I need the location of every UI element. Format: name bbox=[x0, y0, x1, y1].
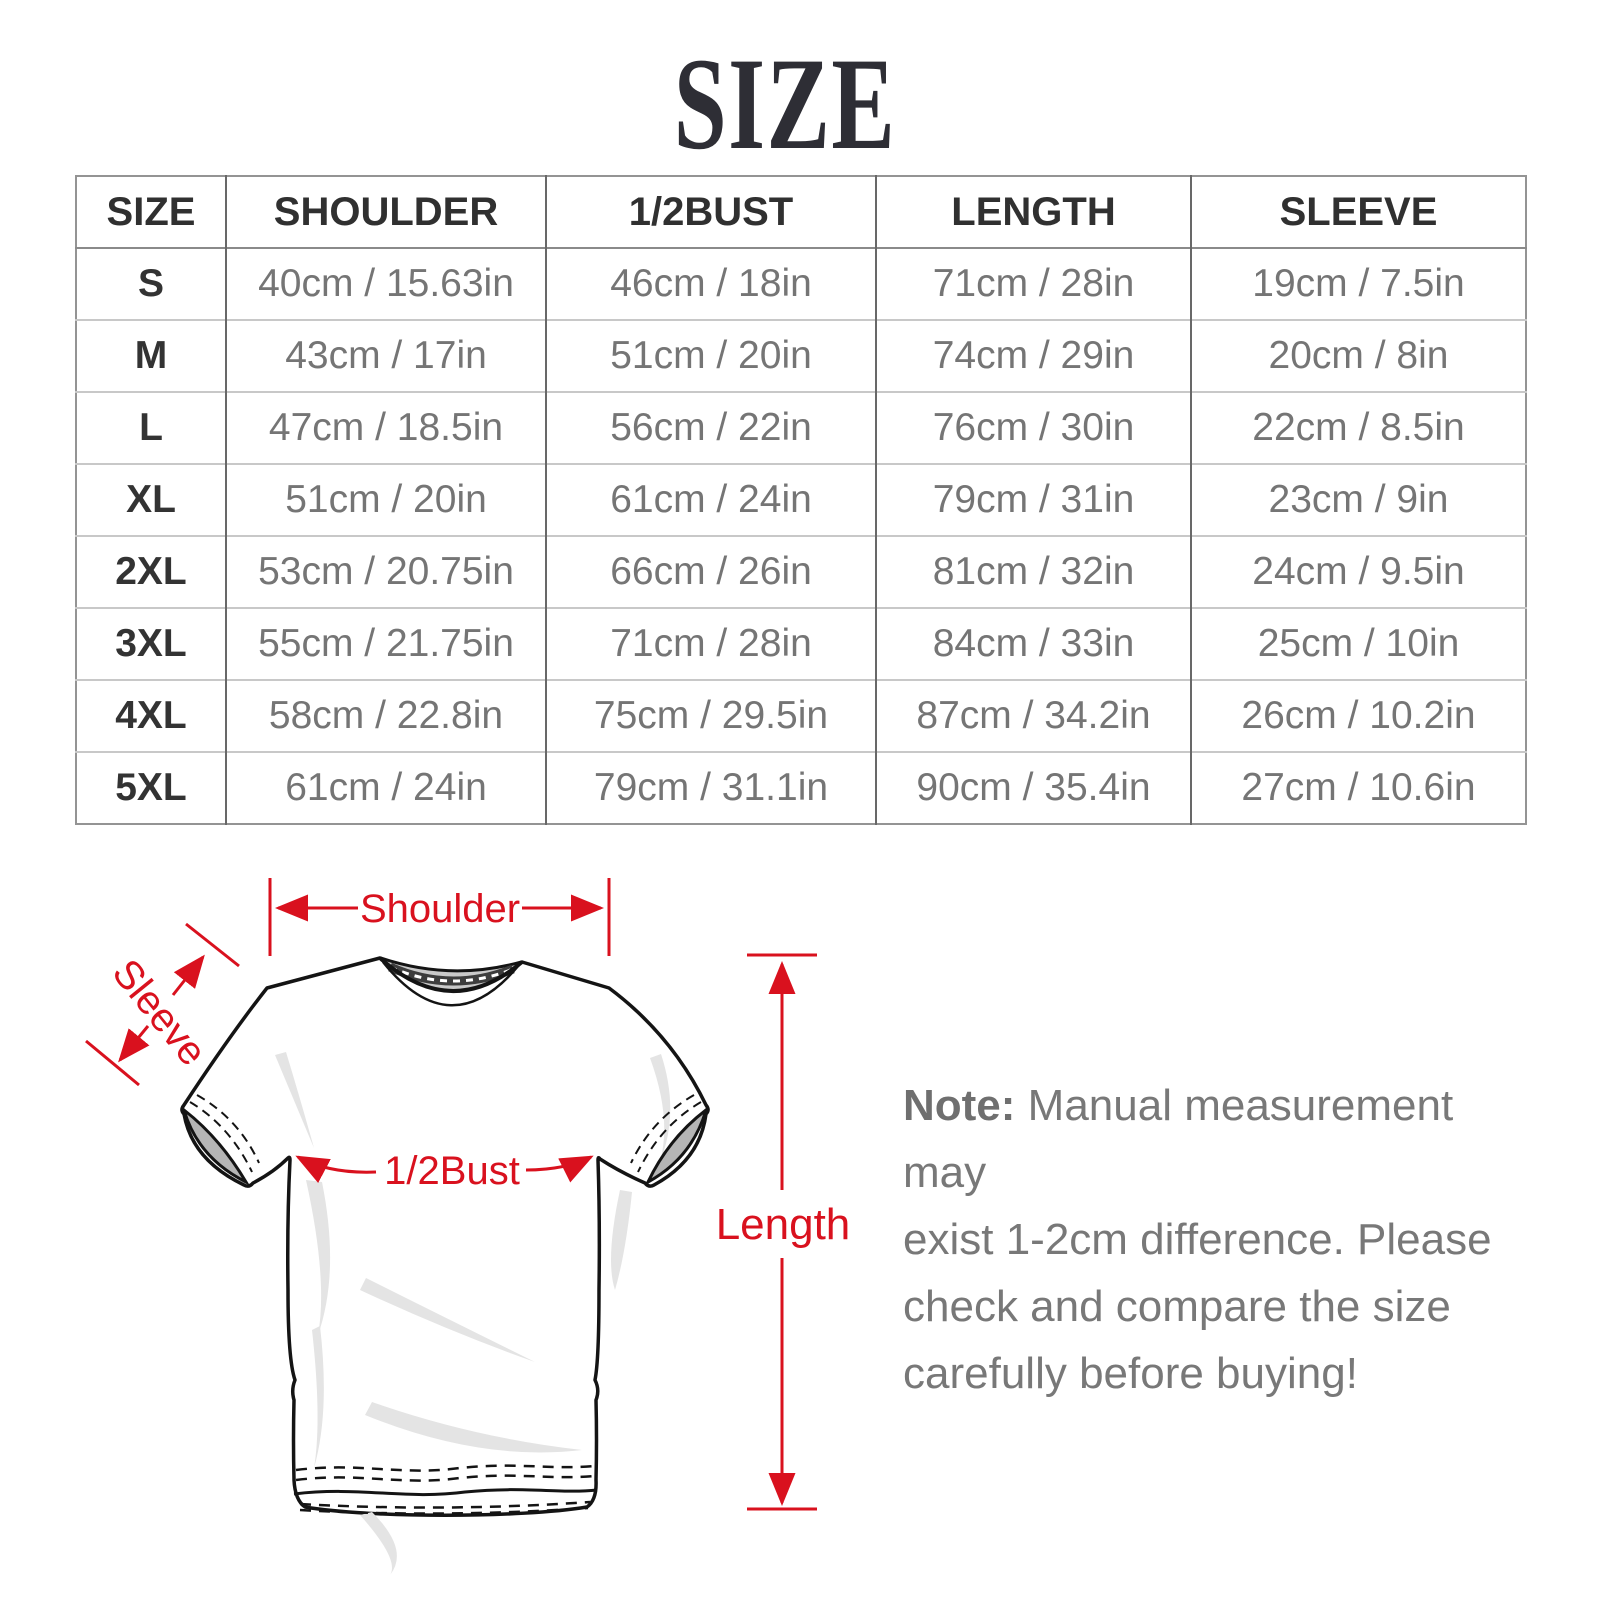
note-line-4: carefully before buying! bbox=[903, 1349, 1358, 1398]
sleeve-cell: 24cm / 9.5in bbox=[1190, 535, 1526, 608]
size-cell: XL bbox=[76, 463, 226, 536]
table-row: XL 51cm / 20in 61cm / 24in 79cm / 31in 2… bbox=[76, 463, 1526, 536]
note-line-2: exist 1-2cm difference. Please bbox=[903, 1215, 1492, 1264]
wrinkle-shading bbox=[275, 1052, 671, 1575]
length-cell: 79cm / 31in bbox=[875, 463, 1191, 536]
shoulder-cell: 51cm / 20in bbox=[225, 463, 546, 536]
size-cell: L bbox=[76, 391, 226, 464]
length-cell: 84cm / 33in bbox=[875, 607, 1191, 680]
bust-label: 1/2Bust bbox=[384, 1149, 520, 1193]
table-row: 3XL 55cm / 21.75in 71cm / 28in 84cm / 33… bbox=[76, 607, 1526, 680]
table-row: M 43cm / 17in 51cm / 20in 74cm / 29in 20… bbox=[76, 319, 1526, 392]
left-cuff bbox=[181, 1094, 260, 1186]
size-table: SIZE SHOULDER 1/2BUST LENGTH SLEEVE S 40… bbox=[75, 175, 1527, 825]
length-label: Length bbox=[716, 1200, 851, 1249]
bust-cell: 75cm / 29.5in bbox=[545, 679, 876, 752]
size-cell: 4XL bbox=[76, 679, 226, 752]
size-cell: 2XL bbox=[76, 535, 226, 608]
shoulder-label: Shoulder bbox=[360, 887, 520, 931]
collar-seam bbox=[378, 956, 524, 993]
tshirt-diagram: Shoulder Sleeve 1/2Bust Length bbox=[85, 878, 851, 1575]
shoulder-cell: 53cm / 20.75in bbox=[225, 535, 546, 608]
length-cell: 71cm / 28in bbox=[875, 247, 1191, 320]
bust-arrow: 1/2Bust bbox=[295, 1149, 594, 1193]
collar-stitch bbox=[389, 965, 514, 983]
table-row: 5XL 61cm / 24in 79cm / 31.1in 90cm / 35.… bbox=[76, 751, 1526, 824]
length-cell: 81cm / 32in bbox=[875, 535, 1191, 608]
sleeve-cell: 19cm / 7.5in bbox=[1190, 247, 1526, 320]
bust-cell: 56cm / 22in bbox=[545, 391, 876, 464]
length-cell: 74cm / 29in bbox=[875, 319, 1191, 392]
bust-cell: 79cm / 31.1in bbox=[545, 751, 876, 824]
bust-cell: 46cm / 18in bbox=[545, 247, 876, 320]
bust-cell: 51cm / 20in bbox=[545, 319, 876, 392]
sleeve-cell: 20cm / 8in bbox=[1190, 319, 1526, 392]
tshirt-illustration bbox=[180, 956, 710, 1575]
column-header-shoulder: SHOULDER bbox=[225, 176, 546, 248]
right-cuff bbox=[630, 1094, 709, 1186]
sleeve-cell: 27cm / 10.6in bbox=[1190, 751, 1526, 824]
length-arrow: Length bbox=[716, 953, 851, 1511]
table-row: L 47cm / 18.5in 56cm / 22in 76cm / 30in … bbox=[76, 391, 1526, 464]
page-title: SIZE bbox=[673, 30, 897, 177]
column-header-bust: 1/2BUST bbox=[545, 176, 876, 248]
length-cell: 87cm / 34.2in bbox=[875, 679, 1191, 752]
table-row: S 40cm / 15.63in 46cm / 18in 71cm / 28in… bbox=[76, 247, 1526, 320]
shoulder-cell: 40cm / 15.63in bbox=[225, 247, 546, 320]
sleeve-cell: 23cm / 9in bbox=[1190, 463, 1526, 536]
length-cell: 90cm / 35.4in bbox=[875, 751, 1191, 824]
column-header-size: SIZE bbox=[106, 189, 196, 234]
bust-cell: 61cm / 24in bbox=[545, 463, 876, 536]
size-cell: 3XL bbox=[76, 607, 226, 680]
shoulder-cell: 55cm / 21.75in bbox=[225, 607, 546, 680]
collar bbox=[378, 956, 524, 1007]
note-prefix: Note: bbox=[903, 1081, 1016, 1130]
column-header-length: LENGTH bbox=[875, 176, 1191, 248]
length-cell: 76cm / 30in bbox=[875, 391, 1191, 464]
note-line-1: Note: Manual measurement may bbox=[903, 1072, 1543, 1206]
sleeve-cell: 26cm / 10.2in bbox=[1190, 679, 1526, 752]
size-cell: S bbox=[76, 247, 226, 320]
collar-rib-edge bbox=[382, 961, 520, 1007]
bust-cell: 71cm / 28in bbox=[545, 607, 876, 680]
column-header-sleeve: SLEEVE bbox=[1190, 176, 1526, 248]
header-row: SIZE SHOULDER 1/2BUST LENGTH SLEEVE bbox=[76, 176, 1526, 248]
sleeve-cell: 22cm / 8.5in bbox=[1190, 391, 1526, 464]
shoulder-cell: 47cm / 18.5in bbox=[225, 391, 546, 464]
size-cell: 5XL bbox=[76, 751, 226, 824]
shoulder-cell: 43cm / 17in bbox=[225, 319, 546, 392]
table-row: 4XL 58cm / 22.8in 75cm / 29.5in 87cm / 3… bbox=[76, 679, 1526, 752]
table-row: 2XL 53cm / 20.75in 66cm / 26in 81cm / 32… bbox=[76, 535, 1526, 608]
sleeve-label: Sleeve bbox=[104, 951, 215, 1074]
sleeve-cell: 25cm / 10in bbox=[1190, 607, 1526, 680]
size-cell: M bbox=[76, 319, 226, 392]
note-line-3: check and compare the size bbox=[903, 1282, 1451, 1331]
shoulder-cell: 61cm / 24in bbox=[225, 751, 546, 824]
note: Note: Manual measurement may exist 1-2cm… bbox=[903, 1072, 1543, 1407]
bust-cell: 66cm / 26in bbox=[545, 535, 876, 608]
note-line-1-text: Manual measurement may bbox=[903, 1081, 1454, 1197]
shoulder-arrow: Shoulder bbox=[268, 878, 611, 956]
hem-stitching bbox=[293, 1464, 598, 1515]
shoulder-cell: 58cm / 22.8in bbox=[225, 679, 546, 752]
